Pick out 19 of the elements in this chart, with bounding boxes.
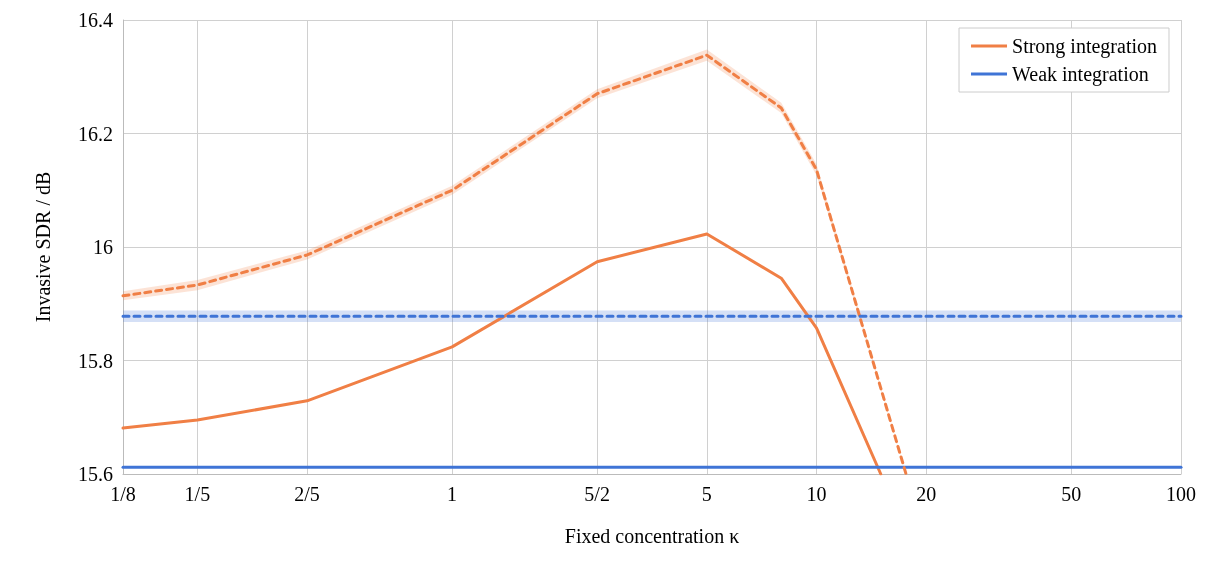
- x-tick-label: 50: [1061, 483, 1082, 505]
- y-tick-label: 16.4: [78, 9, 113, 31]
- x-tick-label: 2/5: [294, 483, 320, 505]
- x-tick-label: 1: [447, 483, 458, 505]
- x-tick-label: 100: [1166, 483, 1196, 505]
- x-tick-label: 5/2: [584, 483, 610, 505]
- x-tick-label: 5: [701, 483, 712, 505]
- x-tick-label: 20: [916, 483, 937, 505]
- x-tick-label: 1/5: [184, 483, 211, 505]
- y-tick-label: 15.6: [78, 463, 113, 485]
- y-tick-label: 15.8: [78, 349, 113, 372]
- x-axis-title: Fixed concentration κ: [564, 525, 740, 547]
- x-tick-label: 1/8: [110, 483, 136, 505]
- x-tick-label: 10: [806, 483, 827, 505]
- legend-label: Weak integration: [1012, 63, 1149, 86]
- y-tick-label: 16: [93, 236, 113, 258]
- legend-label: Strong integration: [1012, 35, 1157, 58]
- y-axis-title: Invasive SDR / dB: [32, 171, 54, 323]
- y-tick-label: 16.2: [78, 122, 113, 145]
